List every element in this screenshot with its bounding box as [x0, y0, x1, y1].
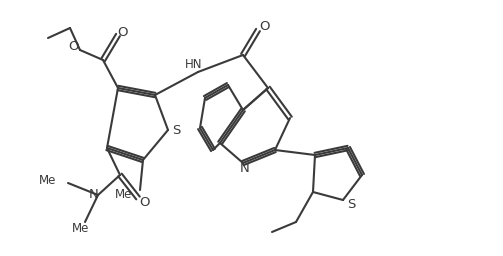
Text: S: S — [347, 198, 355, 211]
Text: N: N — [89, 188, 99, 201]
Text: O: O — [140, 196, 150, 208]
Text: O: O — [69, 40, 79, 54]
Text: S: S — [172, 123, 180, 136]
Text: O: O — [260, 20, 270, 34]
Text: Me: Me — [72, 221, 90, 234]
Text: Me: Me — [39, 175, 56, 187]
Text: Me: Me — [115, 188, 132, 201]
Text: HN: HN — [185, 59, 203, 71]
Text: O: O — [118, 26, 128, 38]
Text: N: N — [240, 163, 250, 176]
